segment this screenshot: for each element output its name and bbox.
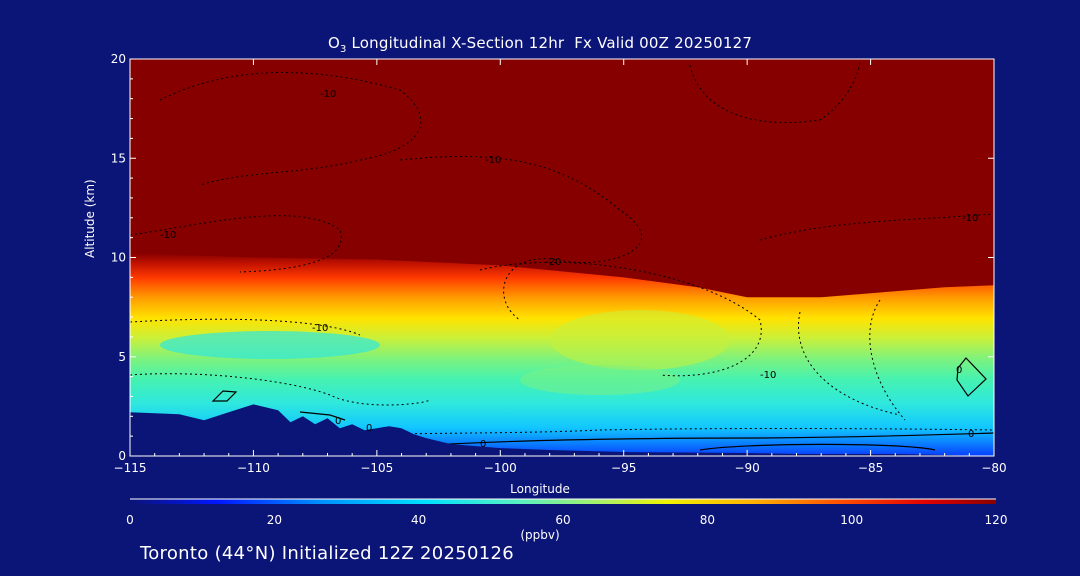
contour-line <box>299 411 346 421</box>
x-tick-label: −95 <box>611 461 636 475</box>
contour-line <box>798 311 901 416</box>
y-tick-label: 0 <box>118 449 126 463</box>
colorbar-units-label: (ppbv) <box>520 528 560 542</box>
x-tick-label: −85 <box>858 461 883 475</box>
y-axis: 0 5 10 15 20 <box>111 52 994 463</box>
contour-label: -10 <box>485 155 501 166</box>
contour-label: 0 <box>956 365 962 376</box>
colorbar-tick-label: 120 <box>985 513 1008 527</box>
contour-label: -10 <box>312 323 328 334</box>
colorbar-tick-label: 0 <box>126 513 134 527</box>
y-tick-label: 15 <box>111 151 126 165</box>
x-tick-label: −90 <box>734 461 759 475</box>
x-tick-label: −105 <box>360 461 393 475</box>
contour-label: 0 <box>366 423 372 434</box>
contour-line <box>699 443 936 451</box>
contour-label: 0 <box>968 429 974 440</box>
colorbar <box>130 499 996 504</box>
x-axis: −115 −110 −105 −100 −95 −90 −85 −80 <box>114 59 1007 475</box>
x-tick-label: −110 <box>237 461 270 475</box>
y-tick-label: 20 <box>111 52 126 66</box>
colorbar-ticks: 0 20 40 60 80 100 120 <box>126 513 1007 527</box>
x-tick-label: −80 <box>981 461 1006 475</box>
x-axis-label: Longitude <box>510 482 570 496</box>
contour-label: -10 <box>760 370 776 381</box>
x-tick-label: −115 <box>114 461 147 475</box>
contour-line <box>159 72 422 186</box>
y-axis-label: Altitude (km) <box>83 179 97 258</box>
contour-line <box>399 156 642 321</box>
ozone-cyan-pocket <box>160 331 380 359</box>
colorbar-tick-label: 80 <box>700 513 715 527</box>
ozone-green-tongue <box>550 310 730 370</box>
contour-label: -10 <box>962 213 978 224</box>
station-init-label: Toronto (44°N) Initialized 12Z 20250126 <box>140 543 515 564</box>
contour-line <box>429 432 994 446</box>
y-tick-label: 10 <box>111 251 126 265</box>
contour-line <box>956 357 987 397</box>
contour-line <box>130 428 994 441</box>
colorbar-tick-label: 100 <box>840 513 863 527</box>
contour-line <box>479 261 762 377</box>
ozone-green-pocket <box>520 365 680 395</box>
colorbar-tick-label: 40 <box>411 513 426 527</box>
contour-label: 0 <box>480 439 486 450</box>
contour-label: -20 <box>545 257 561 268</box>
contour-label: -10 <box>320 89 336 100</box>
contour-line <box>130 373 431 406</box>
contour-label: -10 <box>160 230 176 241</box>
chart-title: O3 Longitudinal X-Section 12hr Fx Valid … <box>327 34 753 55</box>
colorbar-tick-label: 60 <box>555 513 570 527</box>
contour-label: 0 <box>335 416 341 427</box>
x-tick-label: −100 <box>484 461 517 475</box>
colorbar-tick-label: 20 <box>267 513 282 527</box>
terrain-mask <box>130 404 994 456</box>
contour-line <box>211 390 238 402</box>
y-tick-label: 5 <box>118 350 126 364</box>
